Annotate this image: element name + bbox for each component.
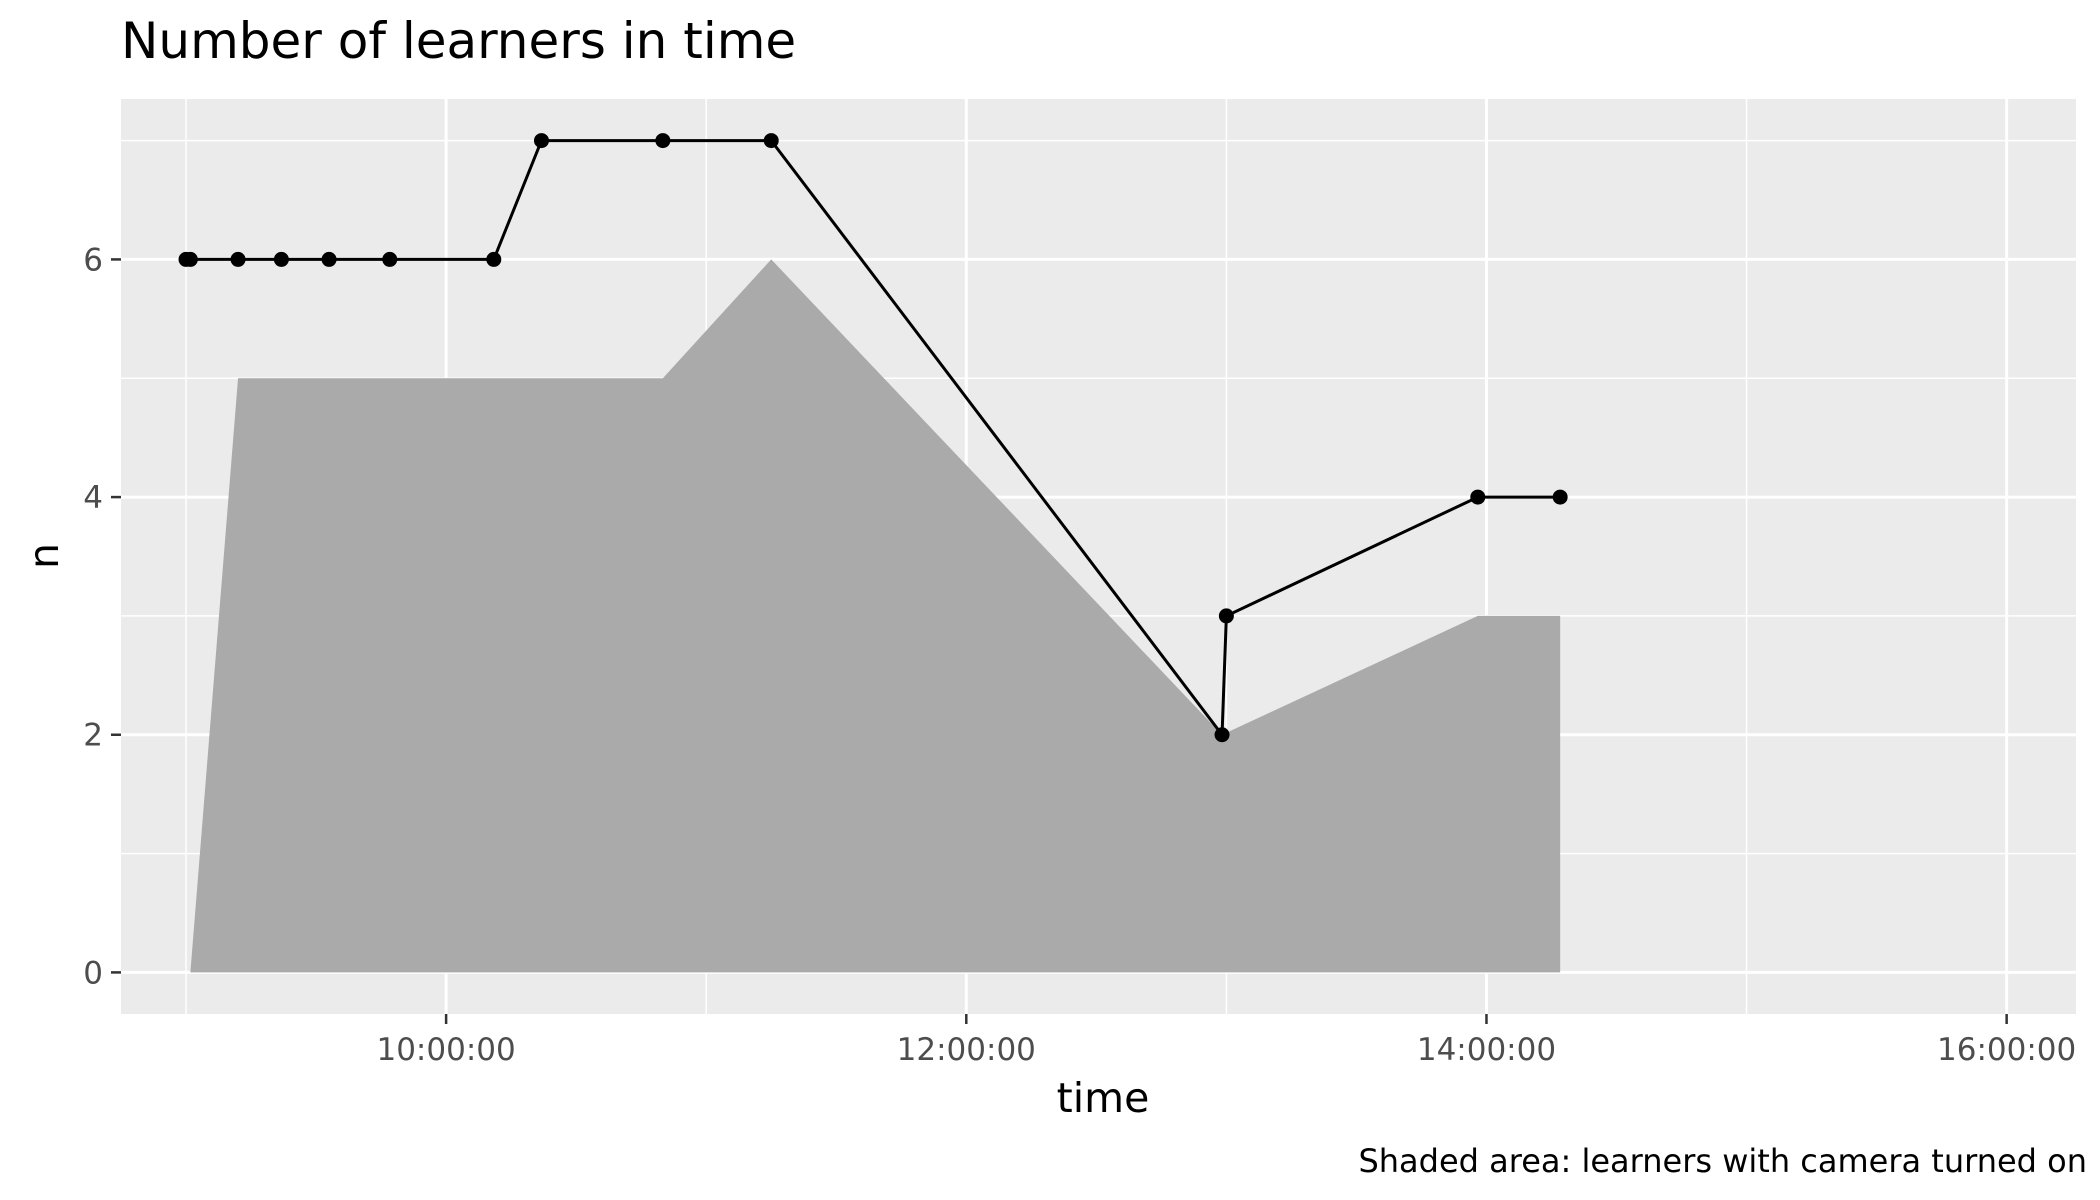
data-point — [230, 251, 246, 267]
camera-area-layer — [190, 259, 1561, 973]
data-point — [182, 251, 198, 267]
y-tick-label: 4 — [83, 480, 103, 516]
data-point — [1552, 489, 1568, 505]
x-tick-label: 16:00:00 — [1937, 1032, 2076, 1068]
data-point — [273, 251, 289, 267]
chart-title: Number of learners in time — [121, 12, 796, 70]
data-point — [655, 133, 671, 149]
data-point — [1218, 608, 1234, 624]
y-axis: 0 2 4 6 — [83, 242, 121, 991]
data-point — [533, 133, 549, 149]
y-tick-label: 2 — [83, 718, 103, 754]
learners-points-layer — [178, 133, 1568, 743]
camera-on-area — [190, 259, 1561, 973]
y-tick-label: 6 — [83, 242, 103, 278]
y-axis-title: n — [20, 543, 68, 569]
data-point — [486, 251, 502, 267]
data-point — [382, 251, 398, 267]
x-tick-label: 12:00:00 — [897, 1032, 1036, 1068]
data-point — [1214, 727, 1230, 743]
x-tick-label: 14:00:00 — [1417, 1032, 1556, 1068]
chart-caption: Shaded area: learners with camera turned… — [1358, 1142, 2087, 1180]
data-point — [321, 251, 337, 267]
x-axis: 10:00:00 12:00:00 14:00:00 16:00:00 — [376, 1014, 2076, 1068]
data-point — [1470, 489, 1486, 505]
data-point — [763, 133, 779, 149]
x-axis-title: time — [1057, 1074, 1150, 1122]
x-tick-label: 10:00:00 — [376, 1032, 515, 1068]
y-tick-label: 0 — [83, 955, 103, 991]
